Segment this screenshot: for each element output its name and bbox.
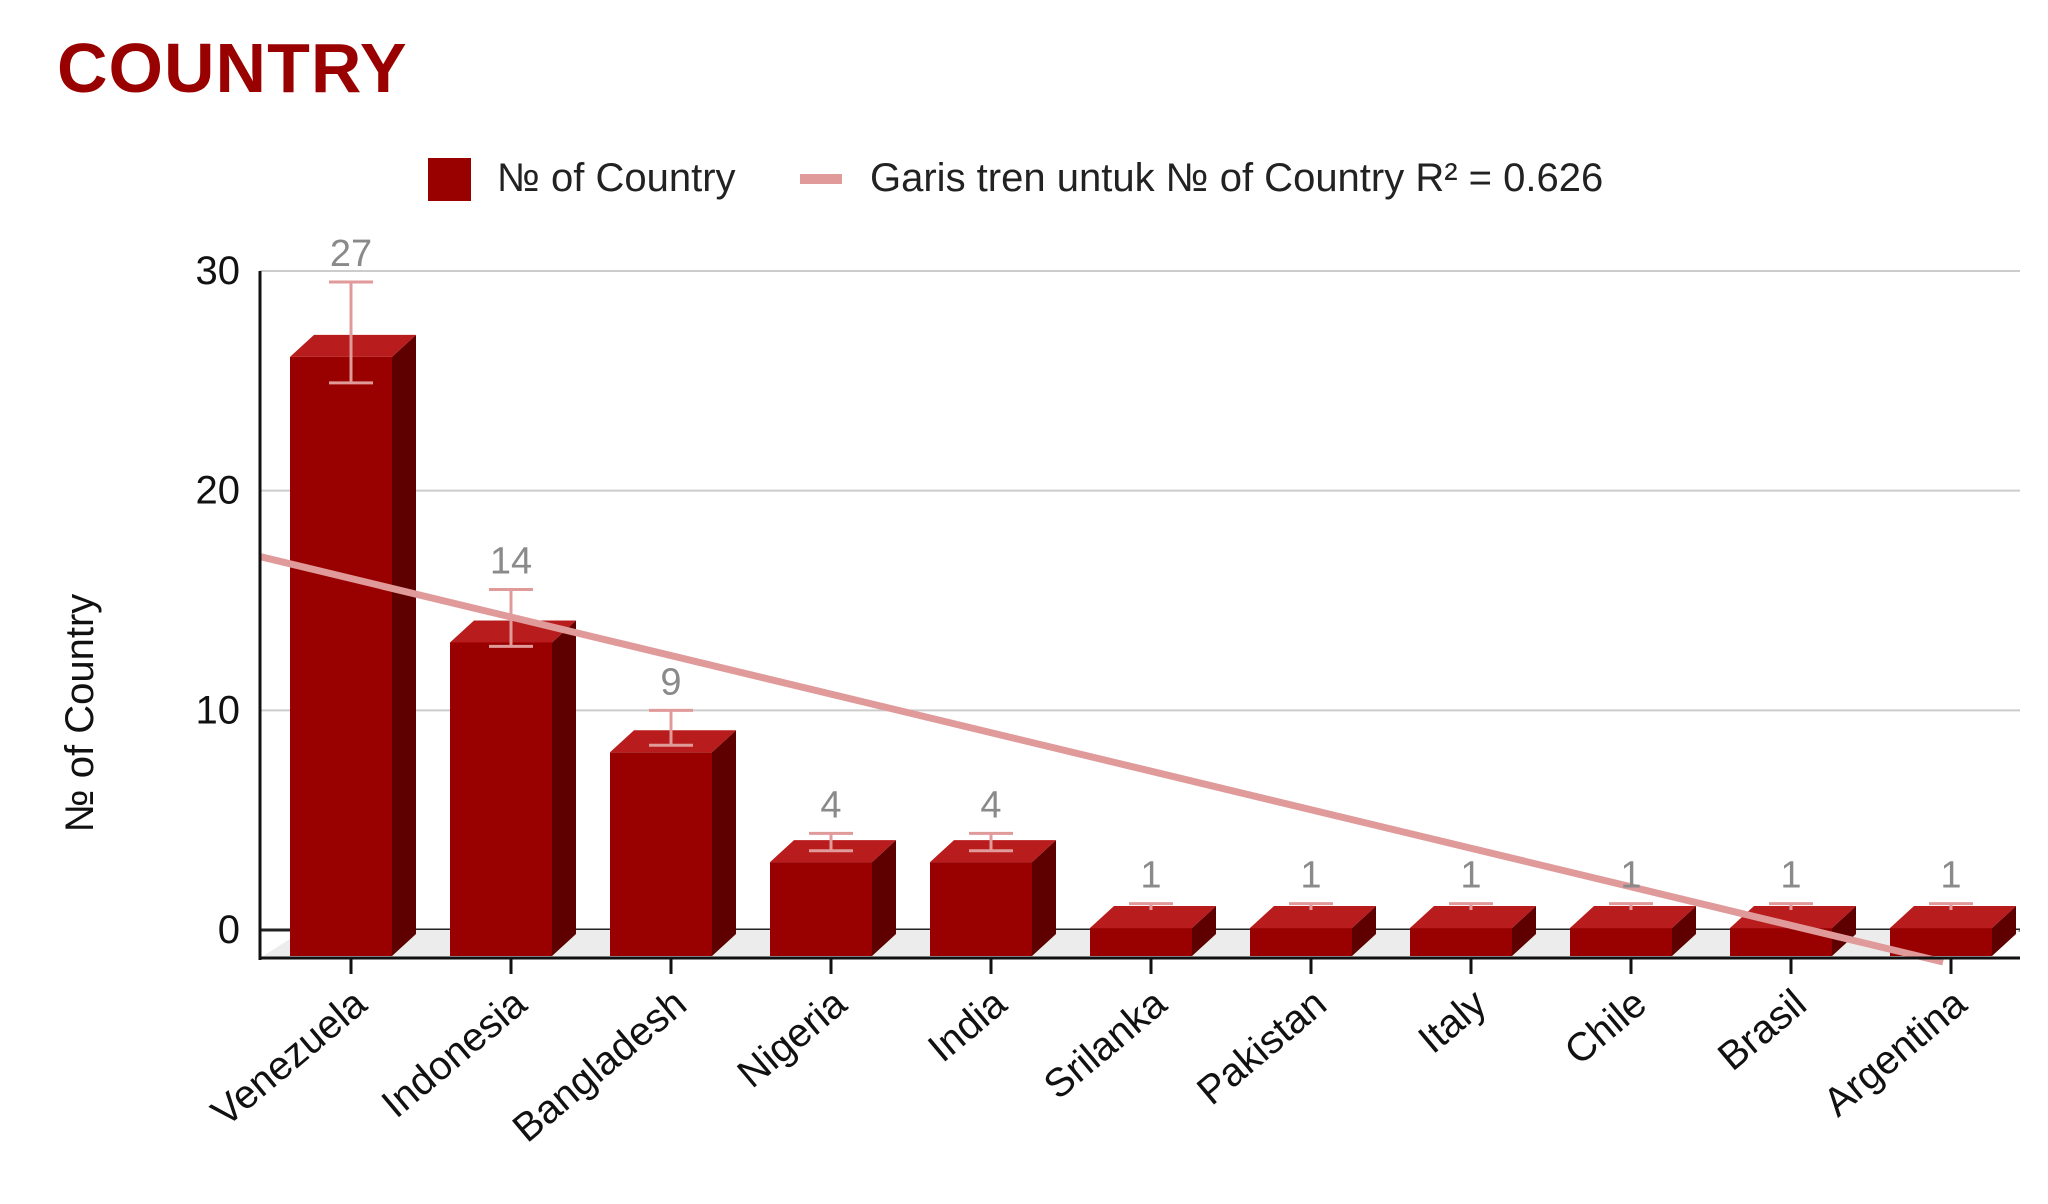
bar-side — [1672, 906, 1696, 956]
x-tick-label: Venezuela — [203, 981, 375, 1135]
y-tick-label: 0 — [218, 908, 240, 952]
bar — [1410, 928, 1512, 956]
bar — [610, 752, 712, 956]
bar — [450, 642, 552, 956]
data-label: 4 — [980, 784, 1001, 826]
chart-title: COUNTRY — [57, 29, 408, 107]
y-axis-title: № of Country — [58, 594, 102, 833]
data-label: 1 — [1300, 855, 1321, 897]
bar — [1090, 928, 1192, 956]
bar-top — [290, 334, 416, 357]
x-tick-label: Srilanka — [1036, 981, 1176, 1108]
data-label: 1 — [1780, 855, 1801, 897]
trendline — [259, 553, 1944, 966]
y-tick-label: 10 — [196, 688, 241, 732]
bar-top — [610, 730, 736, 753]
trendline-group — [259, 553, 1944, 966]
x-tick-label: Nigeria — [729, 981, 855, 1097]
bars — [290, 280, 2016, 956]
y-tick-label: 20 — [196, 469, 241, 513]
bar — [930, 862, 1032, 956]
data-label: 1 — [1620, 855, 1641, 897]
bar-side — [1032, 840, 1056, 956]
bar-side — [1992, 906, 2016, 956]
data-label: 27 — [330, 233, 372, 275]
bar-side — [392, 334, 416, 956]
data-label: 9 — [660, 661, 681, 703]
axes — [258, 271, 2020, 974]
x-tick-label: Bangladesh — [505, 981, 695, 1151]
bar — [1250, 928, 1352, 956]
y-tick-label: 30 — [196, 249, 241, 293]
legend: № of Country Garis tren untuk № of Count… — [428, 156, 1603, 201]
x-tick-label: Indonesia — [374, 981, 536, 1127]
bar-side — [1512, 906, 1536, 956]
bar-top — [1090, 906, 1216, 929]
x-tick-label: Brasil — [1710, 981, 1815, 1079]
bar — [1570, 928, 1672, 956]
legend-label-bars: № of Country — [497, 156, 736, 200]
data-label: 1 — [1940, 855, 1961, 897]
bar-side — [552, 620, 576, 956]
bar-side — [1832, 906, 1856, 956]
data-label: 4 — [820, 784, 841, 826]
bar — [290, 356, 392, 956]
legend-label-trendline: Garis tren untuk № of Country R² = 0.626 — [870, 156, 1603, 200]
bar-side — [1352, 906, 1376, 956]
legend-swatch-trendline — [800, 174, 842, 184]
bar-top — [1730, 906, 1856, 929]
bar — [770, 862, 872, 956]
x-tick-label: Italy — [1410, 981, 1494, 1062]
x-tick-label: Chile — [1557, 981, 1655, 1073]
bar-top — [1410, 906, 1536, 929]
data-label: 1 — [1460, 855, 1481, 897]
x-tick-label: Pakistan — [1189, 981, 1335, 1113]
legend-swatch-bars — [428, 158, 471, 201]
data-label: 14 — [490, 541, 532, 583]
x-tick-label: Argentina — [1815, 981, 1975, 1125]
bar-side — [1192, 906, 1216, 956]
bar-side — [872, 840, 896, 956]
bar-top — [1890, 906, 2016, 929]
bar-top — [1570, 906, 1696, 929]
bar-top — [1250, 906, 1376, 929]
data-label: 1 — [1140, 855, 1161, 897]
x-tick-label: India — [920, 981, 1015, 1071]
bar-side — [712, 730, 736, 956]
